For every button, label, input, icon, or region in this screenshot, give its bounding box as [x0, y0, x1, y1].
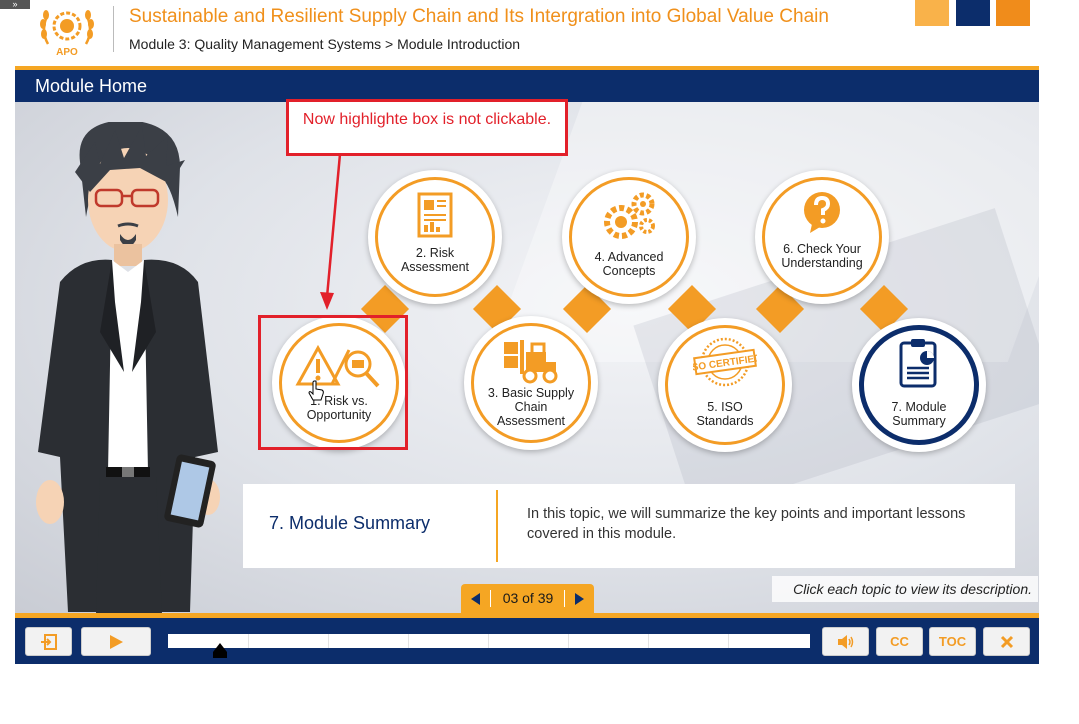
- progress-tick: [248, 634, 249, 648]
- module-home-title: Module Home: [35, 76, 148, 96]
- progress-track[interactable]: [168, 634, 810, 648]
- next-page-icon[interactable]: [571, 591, 587, 612]
- topic-label: 2. Risk Assessment: [400, 246, 470, 274]
- course-title: Sustainable and Resilient Supply Chain a…: [129, 6, 829, 27]
- accent-square-1: [915, 0, 949, 26]
- volume-button[interactable]: [822, 627, 869, 656]
- progress-tick: [728, 634, 729, 648]
- top-accent-line: [15, 66, 1039, 70]
- instruction-hint: Click each topic to view its description…: [772, 576, 1038, 602]
- annotation-note: Now highlighte box is not clickable.: [286, 99, 568, 156]
- progress-playhead-base[interactable]: [213, 652, 227, 658]
- play-icon: [110, 635, 123, 649]
- closed-captions-button[interactable]: CC: [876, 627, 923, 656]
- report-chart-icon: [368, 192, 502, 243]
- hand-cursor-icon: [308, 380, 324, 401]
- annotation-highlight-box: [258, 315, 408, 450]
- description-text: In this topic, we will summarize the key…: [527, 506, 966, 542]
- topic-label: 4. Advanced Concepts: [594, 250, 664, 278]
- description-divider: [496, 490, 498, 562]
- pager-separator: [490, 590, 491, 607]
- iso-certified-stamp-icon: ISO CERTIFIED: [658, 336, 792, 393]
- topic-advanced-concepts[interactable]: 4. Advanced Concepts: [562, 170, 696, 304]
- apo-logo: APO: [38, 4, 96, 58]
- topic-risk-vs-opportunity[interactable]: 1. Risk vs. Opportunity: [272, 316, 406, 450]
- progress-tick: [648, 634, 649, 648]
- accent-square-2: [956, 0, 990, 26]
- close-icon: [1000, 635, 1013, 649]
- topic-risk-assessment[interactable]: 2. Risk Assessment: [368, 170, 502, 304]
- corner-mark[interactable]: »: [0, 0, 30, 9]
- question-icon: [755, 190, 889, 239]
- description-panel: [243, 484, 1015, 568]
- bottom-accent-line: [15, 613, 1039, 618]
- topic-label: 7. Module Summary: [891, 400, 947, 428]
- forklift-icon: [464, 338, 598, 389]
- close-button[interactable]: [983, 627, 1030, 656]
- presenter-character: [36, 122, 220, 613]
- topic-module-summary[interactable]: 7. Module Summary: [852, 318, 986, 452]
- warning-magnifier-icon: [272, 344, 406, 397]
- topic-basic-supply-chain-assessment[interactable]: 3. Basic Supply Chain Assessment: [464, 316, 598, 450]
- volume-icon: [837, 635, 853, 649]
- topic-label: 3. Basic Supply Chain Assessment: [487, 386, 575, 428]
- breadcrumb: Module 3: Quality Management Systems > M…: [129, 36, 521, 52]
- logo-text: APO: [56, 47, 78, 56]
- progress-tick: [568, 634, 569, 648]
- pager: [461, 584, 594, 613]
- clipboard-chart-icon: [852, 338, 986, 393]
- pager-separator: [564, 590, 565, 607]
- description-title: 7. Module Summary: [269, 513, 431, 533]
- topic-label: 6. Check Your Understanding: [781, 242, 863, 270]
- topic-label: 1. Risk vs. Opportunity: [306, 394, 372, 422]
- exit-icon: [40, 634, 57, 650]
- play-button[interactable]: [81, 627, 151, 656]
- module-bar: [15, 70, 1039, 102]
- table-of-contents-button[interactable]: TOC: [929, 627, 976, 656]
- progress-tick: [328, 634, 329, 648]
- annotation-arrow: [320, 153, 342, 310]
- topic-iso-standards[interactable]: ISO CERTIFIED 5. ISO Standards: [658, 318, 792, 452]
- accent-square-3: [996, 0, 1030, 26]
- gears-icon: [562, 190, 696, 245]
- exit-button[interactable]: [25, 627, 72, 656]
- progress-tick: [408, 634, 409, 648]
- header-divider: [113, 6, 114, 52]
- progress-playhead[interactable]: [213, 643, 227, 652]
- topic-check-your-understanding[interactable]: 6. Check Your Understanding: [755, 170, 889, 304]
- prev-page-icon[interactable]: [468, 591, 484, 612]
- progress-tick: [488, 634, 489, 648]
- topic-label: 5. ISO Standards: [696, 400, 754, 428]
- page-counter: 03 of 39: [502, 590, 554, 606]
